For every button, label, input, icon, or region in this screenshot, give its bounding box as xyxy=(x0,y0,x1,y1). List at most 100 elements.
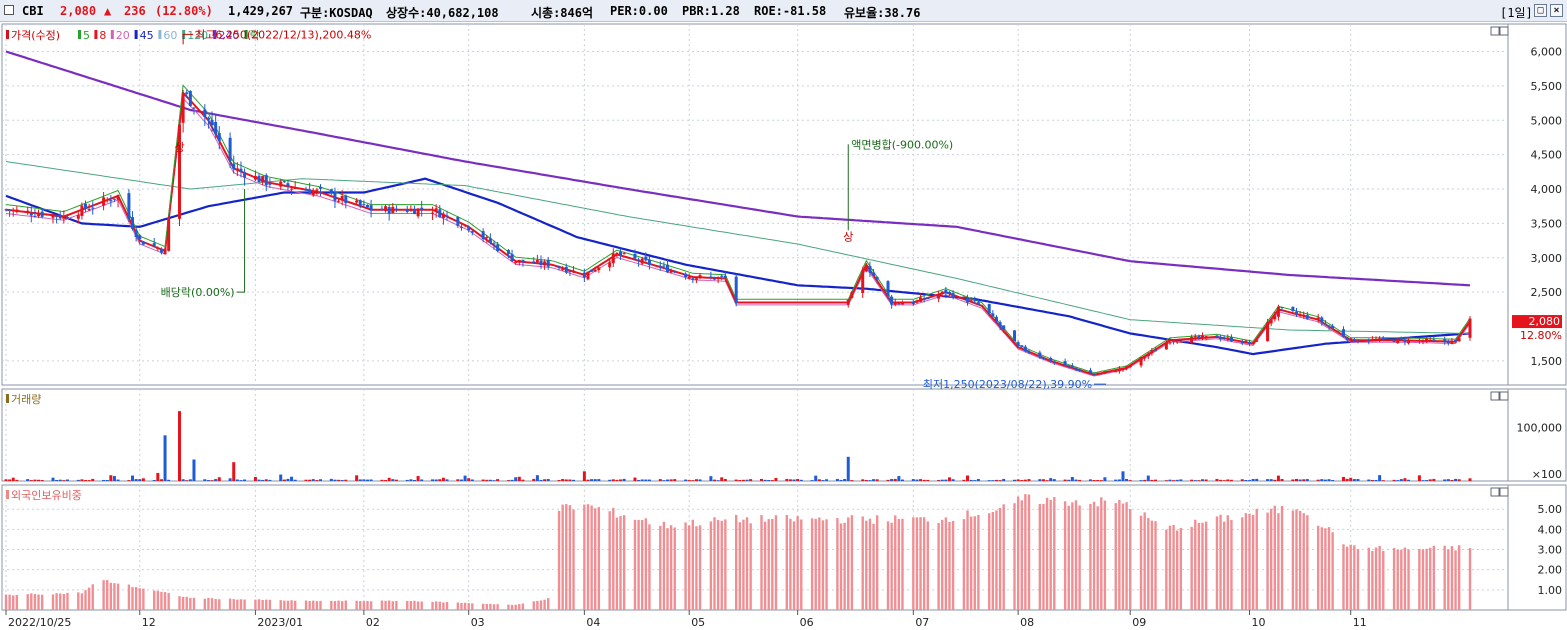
volume-bar xyxy=(597,479,601,481)
foreign-bar xyxy=(30,593,33,610)
stock-chart[interactable]: 6,000 5,500 5,000 4,500 4,000 3,500 3,000 2,500… xyxy=(0,22,1567,630)
volume-bar xyxy=(875,479,879,481)
volume-bar xyxy=(987,480,991,481)
foreign-bar xyxy=(160,591,163,610)
candle-body xyxy=(485,237,489,239)
candle-body xyxy=(1305,315,1309,319)
panel-close-icon[interactable] xyxy=(1499,487,1509,497)
candle-body xyxy=(850,292,854,299)
candle-body xyxy=(940,291,944,294)
legend-swatch xyxy=(134,30,138,39)
foreign-bar xyxy=(749,523,752,610)
foreign-bar xyxy=(391,601,394,610)
checkbox-icon[interactable] xyxy=(4,5,14,15)
foreign-bar xyxy=(384,600,387,610)
foreign-bar xyxy=(8,594,11,610)
foreign-bar xyxy=(131,587,134,610)
volume-bar xyxy=(431,479,435,481)
candle-body xyxy=(987,304,991,314)
candle-body xyxy=(1074,367,1078,369)
foreign-bar xyxy=(1447,549,1450,610)
candle-body xyxy=(1099,372,1103,374)
foreign-bar xyxy=(1295,509,1298,610)
y-tick-label: 6,000 xyxy=(1531,46,1563,59)
foreign-bar xyxy=(319,600,322,610)
foreign-bar xyxy=(941,519,944,610)
candle-body xyxy=(445,215,449,217)
foreign-bar xyxy=(1457,545,1461,610)
close-icon[interactable]: × xyxy=(1550,4,1563,17)
volume-bar xyxy=(159,479,163,481)
volume-bar xyxy=(1378,475,1382,481)
volume-bar xyxy=(922,479,926,481)
foreign-bar xyxy=(127,584,131,610)
foreign-bar xyxy=(557,510,561,610)
x-tick-label: 11 xyxy=(1353,616,1367,629)
foreign-bar xyxy=(236,599,239,610)
volume-bar xyxy=(1128,480,1132,481)
foreign-bar xyxy=(641,519,644,610)
candle-body xyxy=(210,119,214,126)
period-selector[interactable]: [1일] xyxy=(1500,6,1533,20)
foreign-bar xyxy=(1342,544,1345,610)
foreign-bar xyxy=(203,598,207,610)
foreign-bar xyxy=(1092,501,1096,610)
candle-body xyxy=(666,264,670,273)
candle-body xyxy=(532,261,536,264)
volume-bar xyxy=(206,480,210,481)
foreign-bar xyxy=(966,510,969,610)
foreign-bar xyxy=(738,522,742,610)
candle-body xyxy=(991,313,995,317)
foreign-bar xyxy=(1400,549,1403,610)
candle-body xyxy=(582,272,586,278)
last-change-label: 12.80% xyxy=(1520,329,1562,342)
foreign-bar xyxy=(330,600,333,610)
volume-bar xyxy=(304,479,308,481)
volume-bar xyxy=(1096,480,1100,481)
foreign-bar xyxy=(1320,527,1323,610)
volume-bar xyxy=(546,479,550,481)
foreign-y-tick: 2.00 xyxy=(1538,564,1563,577)
panel-menu-icon[interactable] xyxy=(1490,26,1500,36)
foreign-bar xyxy=(1024,494,1027,610)
panel-close-icon[interactable] xyxy=(1499,391,1509,401)
foreign-bar xyxy=(767,519,770,610)
volume-bar xyxy=(976,479,980,481)
candle-body xyxy=(62,215,66,219)
foreign-bar xyxy=(572,509,575,610)
foreign-bar xyxy=(1190,526,1193,610)
volume-bar xyxy=(1146,475,1150,481)
panel-close-icon[interactable] xyxy=(1499,26,1509,36)
foreign-bar xyxy=(344,600,347,610)
candle-body xyxy=(1432,339,1436,341)
legend-entry: 240 xyxy=(218,29,239,42)
volume-bar xyxy=(434,479,438,481)
candle-body xyxy=(441,213,445,218)
foreign-bar xyxy=(897,519,901,610)
volume-bar xyxy=(749,479,753,481)
volume-bar xyxy=(1038,479,1042,481)
panel-menu-icon[interactable] xyxy=(1490,391,1500,401)
volume-bar xyxy=(318,479,322,481)
volume-bar xyxy=(759,478,763,481)
volume-bar xyxy=(185,480,189,481)
candle-body xyxy=(315,189,319,191)
candle-body xyxy=(456,217,460,226)
volume-bar xyxy=(214,479,218,481)
foreign-bar xyxy=(116,583,120,610)
foreign-bar xyxy=(951,520,955,610)
volume-bar xyxy=(1298,479,1302,481)
volume-bar xyxy=(911,479,915,481)
candle-body xyxy=(1179,341,1183,343)
volume-bar xyxy=(1450,480,1454,481)
x-tick-label: 2023/01 xyxy=(257,616,303,629)
foreign-bar xyxy=(471,603,474,610)
panel-menu-icon[interactable] xyxy=(1490,487,1500,497)
foreign-bar xyxy=(861,516,864,610)
foreign-bar xyxy=(568,505,572,610)
foreign-bar xyxy=(659,525,662,610)
candle-body xyxy=(1255,340,1259,342)
volume-bar xyxy=(561,479,565,481)
maximize-icon[interactable]: □ xyxy=(1534,4,1547,17)
foreign-bar xyxy=(539,600,543,610)
